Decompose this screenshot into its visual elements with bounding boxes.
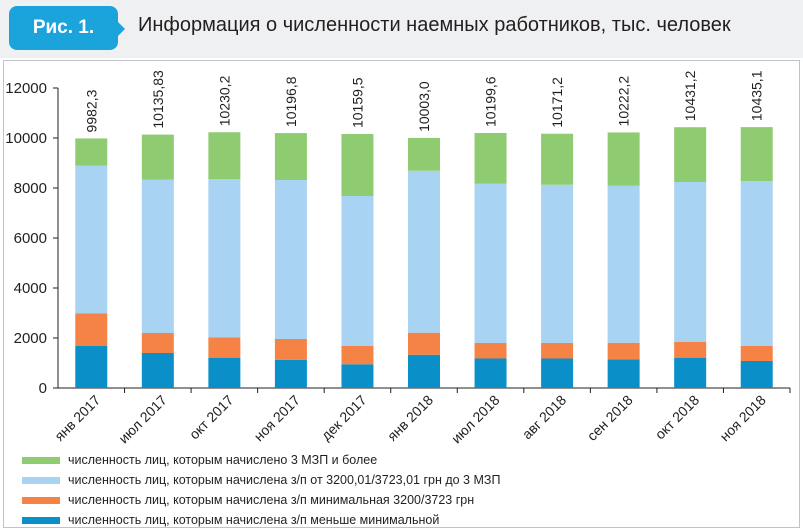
bar-segment bbox=[274, 133, 307, 180]
bar-segment bbox=[208, 179, 241, 338]
bar-segment bbox=[474, 343, 507, 359]
bar-segment bbox=[607, 185, 640, 343]
bar-segment bbox=[740, 181, 773, 346]
x-tick-label: янв 2018 bbox=[384, 392, 436, 444]
bar-segment bbox=[341, 196, 374, 346]
legend-swatch bbox=[22, 496, 60, 504]
figure-header: Рис. 1. Информация о численности наемных… bbox=[0, 0, 803, 58]
y-tick-label: 4000 bbox=[14, 280, 47, 297]
bar-segment bbox=[474, 358, 507, 388]
bar-segment bbox=[474, 183, 507, 343]
bar-segment bbox=[408, 354, 440, 388]
bar-segment bbox=[740, 345, 773, 361]
bar-segment bbox=[141, 353, 174, 388]
bar-segment bbox=[541, 133, 574, 185]
bar-segment bbox=[408, 137, 440, 171]
bar-segment bbox=[75, 138, 108, 166]
legend-item: численность лиц, которым начислена з/п м… bbox=[22, 510, 500, 530]
bar-segment bbox=[208, 337, 241, 358]
bar-segment bbox=[208, 132, 241, 179]
bar-total-label: 10003,0 bbox=[416, 81, 432, 132]
bar-segment bbox=[75, 346, 108, 388]
bar-segment bbox=[274, 359, 307, 388]
bar-segment bbox=[674, 358, 707, 388]
figure-badge-arrow bbox=[117, 21, 125, 37]
bar-segment bbox=[474, 133, 507, 184]
x-tick-label: сен 2018 bbox=[584, 392, 636, 444]
bar-total-label: 10230,2 bbox=[216, 75, 232, 126]
bar-segment bbox=[674, 127, 707, 182]
bar-segment bbox=[607, 132, 640, 186]
chart-title: Информация о численности наемных работни… bbox=[138, 14, 731, 36]
bar-segment bbox=[141, 179, 174, 333]
bar-segment bbox=[408, 332, 440, 355]
bar-total-label: 10431,2 bbox=[682, 70, 698, 121]
y-tick-label: 8000 bbox=[14, 180, 47, 197]
bar-segment bbox=[274, 180, 307, 339]
y-tick-label: 0 bbox=[39, 380, 47, 397]
legend-item: численность лиц, которым начислена з/п о… bbox=[22, 470, 500, 490]
y-tick-label: 12000 bbox=[5, 80, 47, 97]
x-tick-label: июл 2017 bbox=[115, 392, 170, 447]
bar-segment bbox=[75, 313, 108, 346]
bar-segment bbox=[541, 184, 574, 343]
bar-segment bbox=[141, 134, 174, 180]
x-tick-label: окт 2017 bbox=[186, 392, 237, 443]
bar-segment bbox=[141, 333, 174, 353]
x-tick-label: дек 2017 bbox=[318, 392, 370, 444]
legend-label: численность лиц, которым начислена з/п м… bbox=[68, 493, 475, 507]
bar-segment bbox=[541, 358, 574, 388]
bar-total-label: 10199,6 bbox=[483, 76, 499, 127]
x-tick-label: авг 2018 bbox=[519, 392, 570, 443]
x-tick-label: июл 2018 bbox=[448, 392, 503, 447]
bar-segment bbox=[341, 346, 374, 365]
legend-swatch bbox=[22, 456, 60, 464]
legend-swatch bbox=[22, 476, 60, 484]
bar-total-label: 10159,5 bbox=[349, 77, 365, 128]
bar-total-label: 10435,1 bbox=[749, 70, 765, 121]
bar-segment bbox=[607, 342, 640, 360]
legend-label: численность лиц, которым начислено 3 МЗП… bbox=[68, 453, 378, 467]
legend-swatch bbox=[22, 516, 60, 524]
legend-label: численность лиц, которым начислена з/п о… bbox=[68, 473, 501, 487]
legend-item: численность лиц, которым начислено 3 МЗП… bbox=[22, 450, 500, 470]
y-tick-label: 2000 bbox=[14, 330, 47, 347]
chart-frame bbox=[3, 60, 800, 528]
bar-total-label: 10196,8 bbox=[283, 76, 299, 127]
bar-total-label: 9982,3 bbox=[83, 89, 99, 132]
bar-segment bbox=[607, 359, 640, 388]
x-tick-label: ноя 2017 bbox=[251, 392, 304, 445]
legend-label: численность лиц, которым начислена з/п м… bbox=[68, 513, 440, 527]
bar-total-label: 10222,2 bbox=[616, 76, 632, 127]
bar-segment bbox=[341, 364, 374, 388]
figure-badge: Рис. 1. bbox=[9, 6, 118, 50]
y-tick-label: 10000 bbox=[5, 130, 47, 147]
bar-segment bbox=[274, 339, 307, 360]
bar-segment bbox=[75, 165, 108, 314]
bar-total-label: 10135,83 bbox=[150, 70, 166, 129]
bar-segment bbox=[674, 182, 707, 342]
bar-total-label: 10171,2 bbox=[549, 77, 565, 128]
x-tick-label: окт 2018 bbox=[652, 392, 703, 443]
bar-segment bbox=[408, 170, 440, 333]
bar-segment bbox=[541, 343, 574, 359]
bar-segment bbox=[740, 127, 773, 181]
bar-segment bbox=[208, 358, 241, 388]
x-tick-label: янв 2017 bbox=[51, 392, 103, 444]
bar-segment bbox=[674, 341, 707, 358]
legend-item: численность лиц, которым начислена з/п м… bbox=[22, 490, 500, 510]
y-tick-label: 6000 bbox=[14, 230, 47, 247]
chart-legend: численность лиц, которым начислено 3 МЗП… bbox=[22, 450, 500, 530]
bar-segment bbox=[341, 134, 374, 196]
x-tick-label: ноя 2018 bbox=[716, 392, 769, 445]
bar-segment bbox=[740, 361, 773, 388]
